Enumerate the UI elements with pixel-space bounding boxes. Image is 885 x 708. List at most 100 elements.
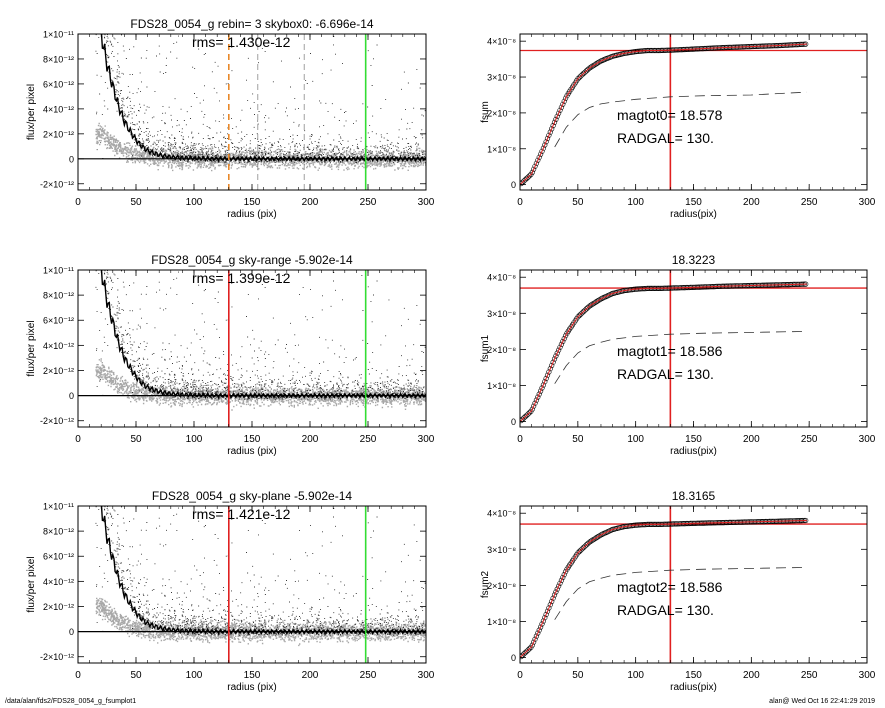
x-tick-label: 300 <box>418 197 435 208</box>
plot-area <box>78 506 426 663</box>
x-axis: 0 50 100 150 200 250 300 <box>75 270 435 445</box>
y-tick-label: 0 <box>69 154 74 164</box>
x-tick-label: 150 <box>244 197 261 208</box>
x-tick-label: 100 <box>186 434 203 445</box>
x-tick-label: 300 <box>418 670 435 681</box>
y-tick-label: -2×10⁻¹² <box>40 652 74 662</box>
y-tick-label: 3×10⁻⁸ <box>487 309 516 319</box>
radgal-annotation: RADGAL= 130. <box>617 130 714 146</box>
y-tick-label: 4×10⁻¹² <box>43 104 74 114</box>
chart-panel-6: magtot2= 18.586 RADGAL= 130. 0 50 100 150 200 2… <box>480 489 876 693</box>
x-axis-label: radius (pix) <box>227 682 276 693</box>
x-tick-label: 0 <box>517 197 523 208</box>
plot-area <box>520 34 867 190</box>
y-tick-label: 1×10⁻⁸ <box>487 144 516 154</box>
sky-curve <box>554 567 807 620</box>
chart-title: FDS28_0054_g rebin= 3 skybox0: -6.696e-1… <box>130 17 373 31</box>
x-axis-label: radius (pix) <box>227 209 276 220</box>
x-tick-label: 100 <box>186 197 203 208</box>
x-axis-label: radius(pix) <box>670 446 717 457</box>
magtot-annotation: magtot2= 18.586 <box>617 579 723 595</box>
x-tick-label: 50 <box>572 434 584 445</box>
y-axis: 0 1×10⁻⁸ 2×10⁻⁸ 3×10⁻⁸ 4×10⁻⁸ <box>487 273 867 427</box>
footer-timestamp: alan@ Wed Oct 16 22:41:29 2019 <box>769 698 875 705</box>
x-tick-label: 250 <box>801 670 818 681</box>
y-tick-label: 0 <box>69 627 74 637</box>
chart-panel-5: rms= 1.421e-12 0 50 100 150 200 250 300 -2×10⁻¹²… <box>26 489 435 693</box>
y-tick-label: 6×10⁻¹² <box>43 552 74 562</box>
x-axis-label: radius(pix) <box>670 209 717 220</box>
chart-panel-4: magtot1= 18.586 RADGAL= 130. 0 50 100 150 200 2… <box>480 253 876 457</box>
x-tick-label: 200 <box>743 670 760 681</box>
x-tick-label: 250 <box>801 197 818 208</box>
y-axis-label: flux/per pixel <box>26 84 37 140</box>
plot-area <box>520 506 867 663</box>
y-tick-label: 2×10⁻⁸ <box>487 581 516 591</box>
y-tick-label: 6×10⁻¹² <box>43 79 74 89</box>
x-tick-label: 50 <box>572 670 584 681</box>
y-tick-label: 0 <box>69 391 74 401</box>
profile-line <box>100 506 426 635</box>
y-tick-label: 1×10⁻¹¹ <box>43 502 74 512</box>
y-axis: -2×10⁻¹² 0 2×10⁻¹² 4×10⁻¹² 6×10⁻¹² 8×10⁻¹² 1×1… <box>40 266 426 426</box>
y-tick-label: 0 <box>511 417 516 427</box>
y-axis-label: fsum2 <box>480 570 491 598</box>
x-tick-label: 150 <box>244 670 261 681</box>
y-tick-label: 2×10⁻¹² <box>43 129 74 139</box>
x-tick-label: 0 <box>75 197 81 208</box>
growth-curve <box>520 519 807 658</box>
plot-area <box>520 270 867 427</box>
y-tick-label: 4×10⁻⁸ <box>487 273 516 283</box>
x-tick-label: 200 <box>302 670 319 681</box>
x-axis-label: radius (pix) <box>227 446 276 457</box>
rms-annotation: rms= 1.421e-12 <box>192 506 291 522</box>
growth-curve <box>520 43 807 185</box>
magtot-annotation: magtot1= 18.586 <box>617 343 723 359</box>
y-tick-label: 2×10⁻¹² <box>43 366 74 376</box>
y-tick-label: 4×10⁻¹² <box>43 577 74 587</box>
y-axis-label: flux/per pixel <box>26 320 37 376</box>
y-tick-label: 8×10⁻¹² <box>43 54 74 64</box>
x-tick-label: 50 <box>130 670 142 681</box>
profile-line <box>100 270 426 399</box>
y-axis: -2×10⁻¹² 0 2×10⁻¹² 4×10⁻¹² 6×10⁻¹² 8×10⁻¹² 1×1… <box>40 30 426 189</box>
x-tick-label: 200 <box>302 434 319 445</box>
y-tick-label: 1×10⁻¹¹ <box>43 30 74 40</box>
y-tick-label: 1×10⁻⁸ <box>487 617 516 627</box>
x-tick-label: 200 <box>743 197 760 208</box>
x-tick-label: 300 <box>859 434 876 445</box>
chart-panel-1: rms= 1.430e-12 0 50 100 150 200 250 300 -2×10⁻¹²… <box>26 17 435 220</box>
radgal-annotation: RADGAL= 130. <box>617 602 714 618</box>
y-tick-label: 2×10⁻¹² <box>43 602 74 612</box>
y-axis-label: flux/per pixel <box>26 556 37 612</box>
y-tick-label: 4×10⁻⁸ <box>487 509 516 519</box>
sky-curve <box>554 91 807 148</box>
y-tick-label: 6×10⁻¹² <box>43 316 74 326</box>
y-tick-label: 1×10⁻¹¹ <box>43 266 74 276</box>
y-tick-label: 0 <box>511 180 516 190</box>
x-axis: 0 50 100 150 200 250 300 <box>517 506 876 681</box>
x-tick-label: 0 <box>75 434 81 445</box>
x-tick-label: 100 <box>627 197 644 208</box>
x-axis: 0 50 100 150 200 250 300 <box>75 34 435 208</box>
rms-annotation: rms= 1.399e-12 <box>192 270 291 286</box>
chart-title: 18.3223 <box>672 253 716 267</box>
plot-area <box>78 34 426 190</box>
y-tick-label: -2×10⁻¹² <box>40 416 74 426</box>
noise-points <box>95 122 426 172</box>
profile-line <box>100 34 426 163</box>
y-tick-label: 2×10⁻⁸ <box>487 108 516 118</box>
y-tick-label: 3×10⁻⁸ <box>487 545 516 555</box>
x-tick-label: 200 <box>302 197 319 208</box>
y-tick-label: 3×10⁻⁸ <box>487 73 516 83</box>
x-tick-label: 0 <box>517 434 523 445</box>
x-tick-label: 150 <box>685 434 702 445</box>
x-axis-label: radius(pix) <box>670 682 717 693</box>
x-tick-label: 150 <box>685 670 702 681</box>
x-tick-label: 100 <box>627 670 644 681</box>
radgal-annotation: RADGAL= 130. <box>617 366 714 382</box>
x-tick-label: 150 <box>685 197 702 208</box>
y-tick-label: 0 <box>511 653 516 663</box>
plot-frame <box>77 269 427 428</box>
